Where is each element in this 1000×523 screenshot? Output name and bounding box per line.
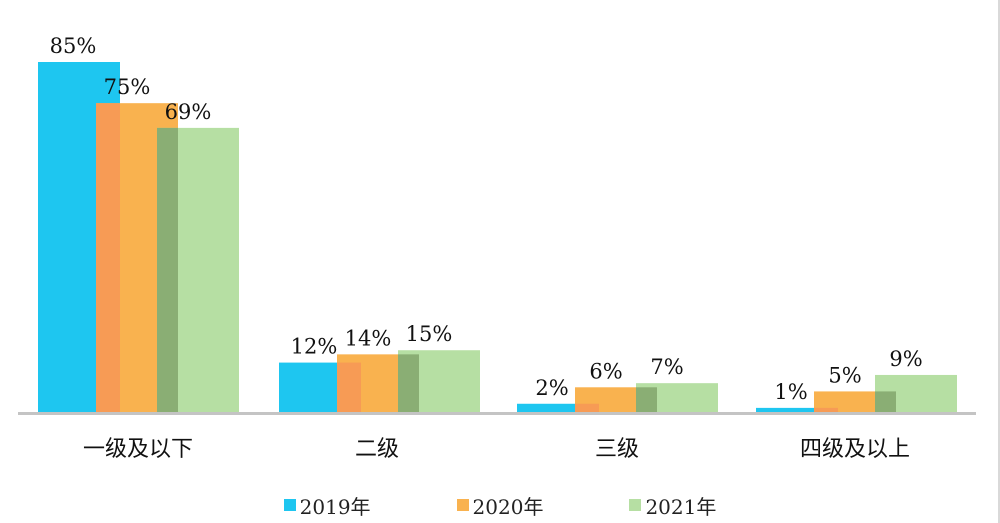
legend-swatch-2020 xyxy=(456,499,469,511)
legend-label-2021: 2021年 xyxy=(645,494,717,519)
legend: 2019年 2020年 2021年 xyxy=(0,490,1000,520)
bar-overlap-2019-2020-cat3 xyxy=(575,403,599,412)
data-label-2019-cat4: 1% xyxy=(774,380,807,404)
data-label-2020-cat3: 6% xyxy=(589,359,622,383)
x-axis-line xyxy=(18,412,976,415)
bar-overlap-2020-2021-cat2 xyxy=(398,354,419,412)
bar-2019-cat3 xyxy=(517,403,599,412)
data-label-2021-cat2: 15% xyxy=(406,322,453,346)
legend-item-2021: 2021年 xyxy=(629,491,716,520)
bar-overlap-2020-2021-cat4 xyxy=(875,391,896,412)
bar-overlap-2020-2021-cat1 xyxy=(157,127,178,412)
category-label-4: 四级及以上 xyxy=(800,437,910,462)
bar-overlap-2020-2021-cat3 xyxy=(636,387,657,412)
legend-item-2020: 2020年 xyxy=(456,491,544,520)
legend-label-2020: 2020年 xyxy=(472,494,544,519)
bar-2019-cat4 xyxy=(756,407,838,412)
legend-label-2019: 2019年 xyxy=(299,494,371,519)
data-label-2019-cat1: 85% xyxy=(50,34,97,58)
legend-item-2019: 2019年 xyxy=(283,491,371,520)
data-label-2021-cat4: 9% xyxy=(889,347,922,371)
category-label-2: 二级 xyxy=(355,437,399,462)
bar-overlap-2019-2020-cat1 xyxy=(96,103,120,413)
data-label-2019-cat2: 12% xyxy=(291,335,338,359)
category-label-1: 一级及以下 xyxy=(83,437,193,462)
bar-overlap-2019-2020-cat4 xyxy=(814,407,838,412)
bar-overlap-2019-2020-cat2 xyxy=(337,362,361,412)
data-label-2021-cat3: 7% xyxy=(650,355,683,379)
data-label-2019-cat3: 2% xyxy=(535,376,568,400)
right-border xyxy=(998,0,1000,523)
legend-swatch-2021 xyxy=(629,499,642,511)
data-label-2020-cat1: 75% xyxy=(104,75,151,99)
data-label-2020-cat2: 14% xyxy=(345,326,392,350)
data-label-2020-cat4: 5% xyxy=(828,363,861,387)
data-label-2021-cat1: 69% xyxy=(165,100,212,124)
legend-swatch-2019 xyxy=(283,499,296,511)
category-label-3: 三级 xyxy=(595,437,639,462)
